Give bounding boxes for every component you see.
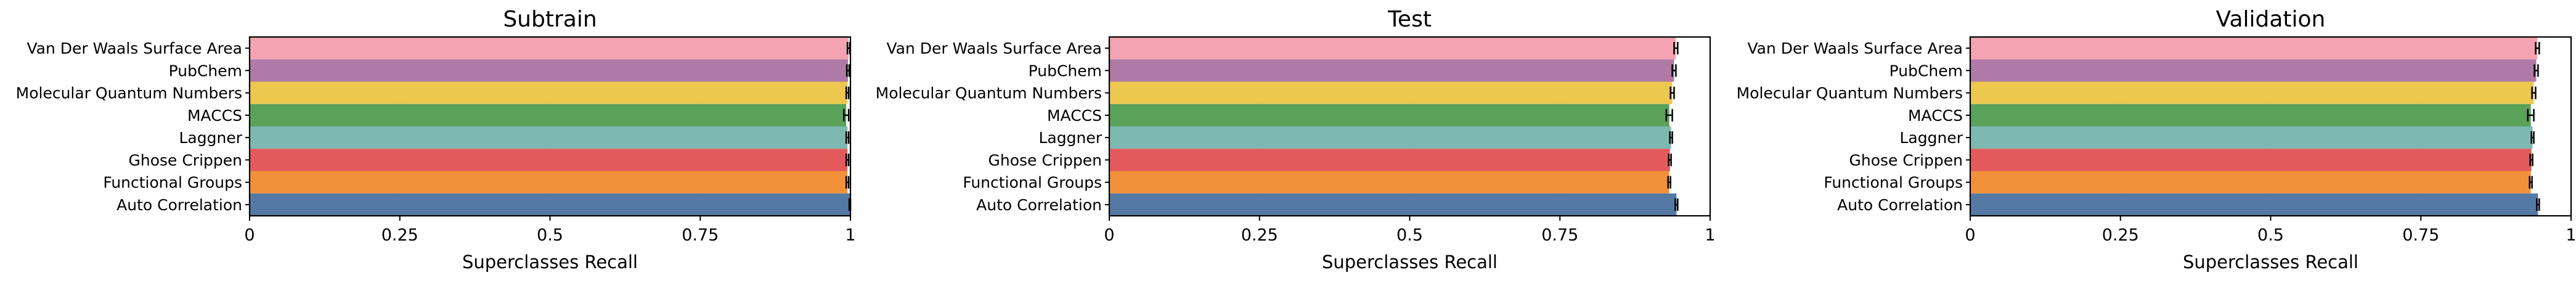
x-tick-label: 1 — [2566, 226, 2576, 245]
category-label: MACCS — [1908, 107, 1963, 125]
bar — [1970, 193, 2538, 216]
bar — [250, 37, 849, 60]
bar — [1970, 171, 2531, 194]
x-tick-label: 0.5 — [537, 226, 563, 245]
x-tick-label: 0.75 — [2402, 226, 2439, 245]
category-label: Auto Correlation — [116, 196, 242, 214]
bar — [1970, 149, 2532, 171]
category-label: Molecular Quantum Numbers — [16, 84, 242, 102]
category-label: Auto Correlation — [1837, 196, 1963, 214]
x-tick-label: 0.75 — [1541, 226, 1578, 245]
bar — [250, 81, 848, 104]
x-tick-label: 1 — [1705, 226, 1715, 245]
bar — [250, 193, 850, 216]
x-axis-label: Superclasses Recall — [2183, 252, 2358, 273]
bar — [1970, 37, 2538, 60]
x-tick-label: 0.5 — [2257, 226, 2284, 245]
category-label: Ghose Crippen — [988, 151, 1102, 169]
bar — [1970, 81, 2534, 104]
x-axis-label: Superclasses Recall — [462, 252, 638, 273]
x-tick-label: 0.25 — [381, 226, 418, 245]
x-tick-label: 0 — [1104, 226, 1114, 245]
category-label: Laggner — [1039, 129, 1103, 147]
bar — [1970, 126, 2533, 149]
category-label: Ghose Crippen — [128, 151, 242, 169]
bar — [1109, 37, 1676, 60]
category-label: Van Der Waals Surface Area — [26, 39, 242, 57]
x-tick-label: 0 — [244, 226, 255, 245]
bar — [1109, 193, 1677, 216]
category-label: Functional Groups — [963, 174, 1102, 192]
bar — [250, 171, 848, 194]
bar — [1109, 59, 1674, 82]
category-label: Van Der Waals Surface Area — [1747, 39, 1963, 57]
category-label: PubChem — [169, 62, 242, 80]
bar — [250, 104, 847, 126]
category-label: Functional Groups — [103, 174, 242, 192]
bar — [1970, 59, 2537, 82]
bar — [1109, 149, 1670, 171]
bar — [250, 59, 849, 82]
category-label: Ghose Crippen — [1849, 151, 1963, 169]
x-tick-label: 0.25 — [2102, 226, 2139, 245]
bar — [1109, 104, 1669, 126]
chart-panel-0: Van Der Waals Surface Area PubChem Molecul… — [16, 7, 856, 273]
category-label: Functional Groups — [1824, 174, 1963, 192]
chart-title: Test — [1387, 7, 1432, 32]
chart-panel-2: Van Der Waals Surface Area PubChem Molecul… — [1737, 7, 2576, 273]
x-tick-label: 1 — [845, 226, 855, 245]
chart-title: Validation — [2216, 7, 2326, 32]
x-tick-label: 0.25 — [1241, 226, 1278, 245]
category-label: Molecular Quantum Numbers — [1737, 84, 1963, 102]
category-label: PubChem — [1889, 62, 1963, 80]
category-label: Van Der Waals Surface Area — [886, 39, 1102, 57]
chart-title: Subtrain — [503, 7, 597, 32]
bar — [250, 149, 848, 171]
x-axis-label: Superclasses Recall — [1322, 252, 1498, 273]
x-tick-label: 0.75 — [682, 226, 719, 245]
bar — [1109, 81, 1673, 104]
category-label: Molecular Quantum Numbers — [876, 84, 1102, 102]
chart-panel-1: Van Der Waals Surface Area PubChem Molecul… — [876, 7, 1716, 273]
x-tick-label: 0 — [1965, 226, 1975, 245]
bar — [1970, 104, 2531, 126]
category-label: MACCS — [1047, 107, 1102, 125]
category-label: Auto Correlation — [976, 196, 1102, 214]
x-tick-label: 0.5 — [1396, 226, 1423, 245]
category-label: Laggner — [179, 129, 243, 147]
category-label: Laggner — [1900, 129, 1963, 147]
category-label: PubChem — [1029, 62, 1102, 80]
bar — [1109, 126, 1671, 149]
category-label: MACCS — [187, 107, 242, 125]
bar — [1109, 171, 1669, 194]
bar — [250, 126, 848, 149]
